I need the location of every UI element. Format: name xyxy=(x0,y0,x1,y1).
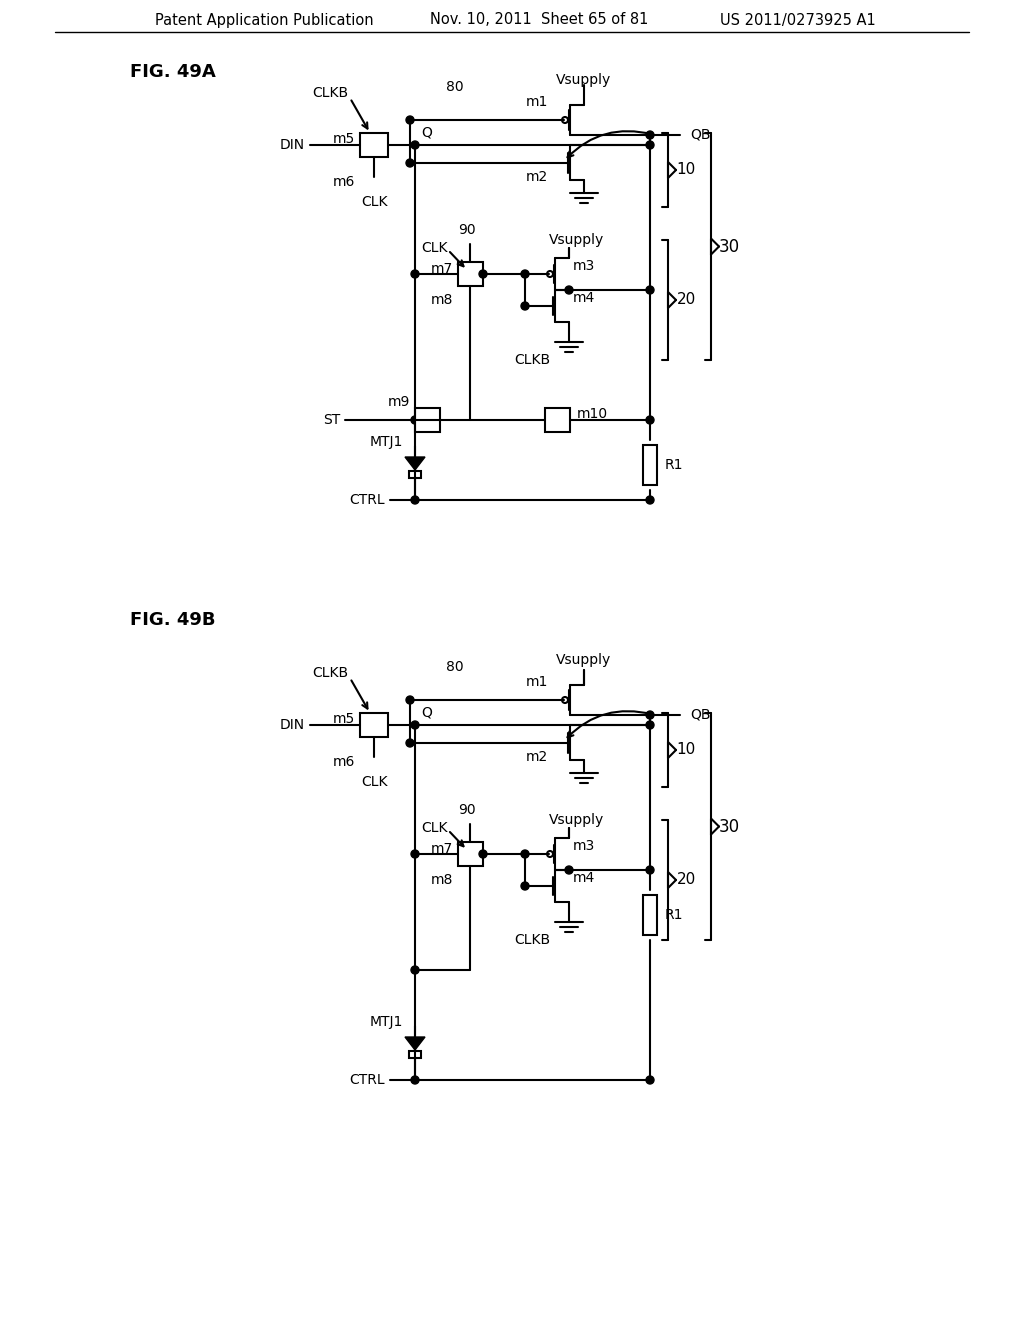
Text: m8: m8 xyxy=(431,293,453,308)
Bar xyxy=(545,408,570,432)
Text: 10: 10 xyxy=(677,742,695,758)
Text: QB: QB xyxy=(690,708,711,722)
Polygon shape xyxy=(406,457,425,470)
Text: DIN: DIN xyxy=(280,139,305,152)
Text: CLKB: CLKB xyxy=(514,933,550,946)
Text: m10: m10 xyxy=(577,407,608,421)
Text: 20: 20 xyxy=(677,873,695,887)
Text: MTJ1: MTJ1 xyxy=(370,1015,403,1030)
Text: m4: m4 xyxy=(573,871,595,884)
Circle shape xyxy=(646,496,654,504)
Text: m4: m4 xyxy=(573,290,595,305)
Text: 20: 20 xyxy=(677,293,695,308)
Circle shape xyxy=(411,721,419,729)
Circle shape xyxy=(406,739,414,747)
Text: 30: 30 xyxy=(719,817,739,836)
Bar xyxy=(458,842,483,866)
Text: 30: 30 xyxy=(719,238,739,256)
Circle shape xyxy=(411,1076,419,1084)
Bar xyxy=(360,713,388,737)
Text: m6: m6 xyxy=(333,176,355,189)
Text: m7: m7 xyxy=(431,842,453,855)
Bar xyxy=(643,445,657,484)
Text: Vsupply: Vsupply xyxy=(556,653,611,667)
Text: US 2011/0273925 A1: US 2011/0273925 A1 xyxy=(720,12,876,28)
Circle shape xyxy=(411,850,419,858)
Circle shape xyxy=(521,271,529,279)
Circle shape xyxy=(411,416,419,424)
Circle shape xyxy=(521,302,529,310)
Text: ST: ST xyxy=(323,413,340,426)
Bar xyxy=(415,408,440,432)
Polygon shape xyxy=(406,1038,425,1049)
Text: Vsupply: Vsupply xyxy=(556,73,611,87)
Text: CLK: CLK xyxy=(360,775,387,789)
Text: CLK: CLK xyxy=(422,242,449,255)
Bar xyxy=(360,133,388,157)
Text: CLKB: CLKB xyxy=(312,667,348,680)
Circle shape xyxy=(406,696,414,704)
Text: m8: m8 xyxy=(431,873,453,887)
Text: CLK: CLK xyxy=(360,195,387,209)
Circle shape xyxy=(479,271,487,279)
Text: m2: m2 xyxy=(525,170,548,183)
Text: FIG. 49A: FIG. 49A xyxy=(130,63,216,81)
Text: 80: 80 xyxy=(446,660,464,675)
Circle shape xyxy=(521,850,529,858)
Circle shape xyxy=(646,721,654,729)
Circle shape xyxy=(646,416,654,424)
Text: CTRL: CTRL xyxy=(349,492,385,507)
Text: Q: Q xyxy=(422,706,432,719)
Text: m9: m9 xyxy=(388,395,410,409)
Circle shape xyxy=(479,850,487,858)
Text: m1: m1 xyxy=(525,95,548,110)
Text: 10: 10 xyxy=(677,162,695,177)
Text: m1: m1 xyxy=(525,675,548,689)
Circle shape xyxy=(646,711,654,719)
Text: 90: 90 xyxy=(458,803,476,817)
Text: m3: m3 xyxy=(573,840,595,853)
Text: DIN: DIN xyxy=(280,718,305,733)
Text: m7: m7 xyxy=(431,261,453,276)
Circle shape xyxy=(521,882,529,890)
Circle shape xyxy=(646,1076,654,1084)
Text: CLKB: CLKB xyxy=(312,86,348,100)
Bar xyxy=(409,1051,421,1059)
Text: m5: m5 xyxy=(333,132,355,147)
Text: m5: m5 xyxy=(333,711,355,726)
Circle shape xyxy=(411,271,419,279)
Text: CLKB: CLKB xyxy=(514,352,550,367)
Text: m6: m6 xyxy=(333,755,355,770)
Circle shape xyxy=(646,141,654,149)
Text: Q: Q xyxy=(422,125,432,140)
Circle shape xyxy=(565,286,573,294)
Text: m2: m2 xyxy=(525,750,548,764)
Text: FIG. 49B: FIG. 49B xyxy=(130,611,215,630)
Text: R1: R1 xyxy=(665,908,683,921)
Circle shape xyxy=(411,966,419,974)
Text: 90: 90 xyxy=(458,223,476,238)
Text: QB: QB xyxy=(690,128,711,143)
Circle shape xyxy=(406,116,414,124)
Circle shape xyxy=(646,131,654,139)
Text: R1: R1 xyxy=(665,458,683,473)
Text: CTRL: CTRL xyxy=(349,1073,385,1086)
Text: Nov. 10, 2011  Sheet 65 of 81: Nov. 10, 2011 Sheet 65 of 81 xyxy=(430,12,648,28)
Text: Patent Application Publication: Patent Application Publication xyxy=(155,12,374,28)
Circle shape xyxy=(646,286,654,294)
Bar xyxy=(458,261,483,286)
Circle shape xyxy=(565,866,573,874)
Text: CLK: CLK xyxy=(422,821,449,836)
Text: Vsupply: Vsupply xyxy=(549,234,604,247)
Circle shape xyxy=(411,496,419,504)
Circle shape xyxy=(406,158,414,168)
Text: MTJ1: MTJ1 xyxy=(370,436,403,449)
Bar xyxy=(409,471,421,478)
Text: m3: m3 xyxy=(573,259,595,273)
Text: 80: 80 xyxy=(446,81,464,94)
Bar xyxy=(643,895,657,935)
Circle shape xyxy=(411,141,419,149)
Circle shape xyxy=(646,866,654,874)
Text: Vsupply: Vsupply xyxy=(549,813,604,828)
